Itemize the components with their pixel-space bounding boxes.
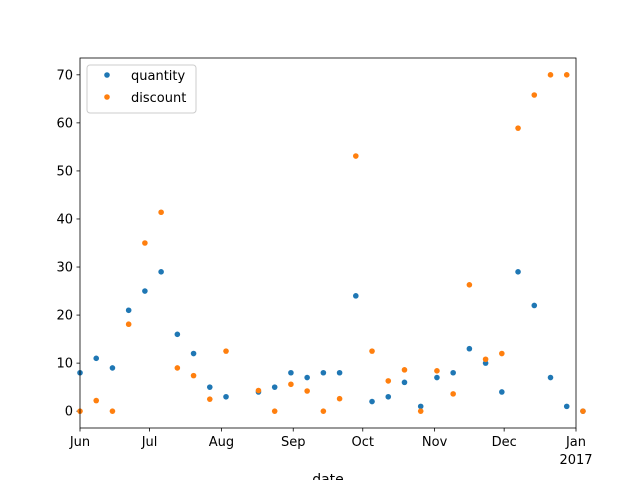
point-quantity <box>109 365 116 371</box>
point-discount <box>531 92 538 98</box>
legend-marker-discount <box>104 94 110 100</box>
x-tick-label: Jun <box>69 435 90 450</box>
point-quantity <box>369 398 375 405</box>
point-discount <box>450 391 456 397</box>
point-discount <box>515 125 521 131</box>
y-tick-label: 10 <box>56 357 73 372</box>
point-discount <box>336 395 343 402</box>
point-quantity <box>531 302 538 309</box>
point-quantity <box>336 369 343 376</box>
point-quantity <box>482 360 489 366</box>
point-quantity <box>499 389 505 395</box>
point-quantity <box>417 403 424 410</box>
y-tick-label: 70 <box>56 68 73 83</box>
point-quantity <box>158 269 164 275</box>
point-quantity <box>271 384 278 390</box>
point-discount <box>174 365 181 371</box>
point-quantity <box>353 293 359 299</box>
legend-box <box>86 64 197 114</box>
point-discount <box>466 282 473 288</box>
point-discount <box>353 153 359 159</box>
point-quantity <box>515 269 521 275</box>
point-discount <box>142 240 148 246</box>
axis-ticks: 0 10 20 30 40 50 60 70 Jun Jul Aug Sep Oct Nov Dec Jan <box>56 68 586 450</box>
point-quantity <box>223 393 229 400</box>
x-tick-label: Jan <box>565 435 586 450</box>
legend-label-quantity: quantity <box>131 69 186 84</box>
point-quantity <box>320 369 327 376</box>
x-axis-offset-label: 2017 <box>559 453 592 468</box>
point-discount <box>369 348 375 354</box>
y-tick-label: 0 <box>65 405 73 420</box>
point-quantity <box>385 393 392 400</box>
point-quantity <box>288 369 294 376</box>
y-tick-label: 40 <box>56 212 73 227</box>
x-tick-label: Dec <box>492 435 517 450</box>
point-discount <box>580 408 586 414</box>
point-discount <box>288 381 294 388</box>
point-discount <box>401 367 408 373</box>
point-discount <box>109 408 116 414</box>
point-quantity <box>401 379 408 386</box>
x-axis-label: date <box>312 472 344 480</box>
point-discount <box>434 368 440 374</box>
legend: quantity discount <box>86 64 197 114</box>
point-discount <box>385 378 392 384</box>
x-tick-label: Jul <box>141 435 158 450</box>
y-tick-label: 50 <box>56 164 73 179</box>
point-discount <box>499 350 505 357</box>
data-points <box>77 72 586 414</box>
point-quantity <box>93 355 100 362</box>
point-quantity <box>466 345 473 352</box>
point-quantity <box>142 288 148 294</box>
x-tick-label: Oct <box>352 435 374 450</box>
point-quantity <box>563 403 570 410</box>
point-discount <box>190 372 197 379</box>
point-discount <box>304 388 310 394</box>
point-discount <box>125 321 132 328</box>
plot-frame <box>79 57 577 429</box>
point-discount <box>158 209 164 216</box>
point-quantity <box>547 374 554 381</box>
y-tick-label: 60 <box>56 116 73 131</box>
point-discount <box>417 408 424 414</box>
point-quantity <box>434 374 440 381</box>
point-quantity <box>190 350 197 357</box>
point-discount <box>223 348 229 354</box>
legend-label-discount: discount <box>131 91 186 106</box>
legend-marker-quantity <box>104 72 110 78</box>
point-discount <box>206 396 213 402</box>
point-quantity <box>450 369 456 376</box>
point-discount <box>93 397 100 404</box>
x-tick-label: Aug <box>209 435 234 450</box>
point-quantity <box>304 374 310 381</box>
point-quantity <box>174 331 181 338</box>
y-tick-label: 30 <box>56 261 73 276</box>
point-discount <box>482 356 489 363</box>
x-tick-label: Nov <box>422 435 448 450</box>
point-discount <box>563 72 570 78</box>
point-discount <box>271 408 278 414</box>
point-discount <box>255 387 262 394</box>
point-discount <box>547 72 554 78</box>
y-tick-label: 20 <box>56 309 73 324</box>
point-discount <box>320 408 327 414</box>
point-quantity <box>206 384 213 390</box>
x-tick-label: Sep <box>281 435 306 450</box>
point-quantity <box>125 307 132 314</box>
